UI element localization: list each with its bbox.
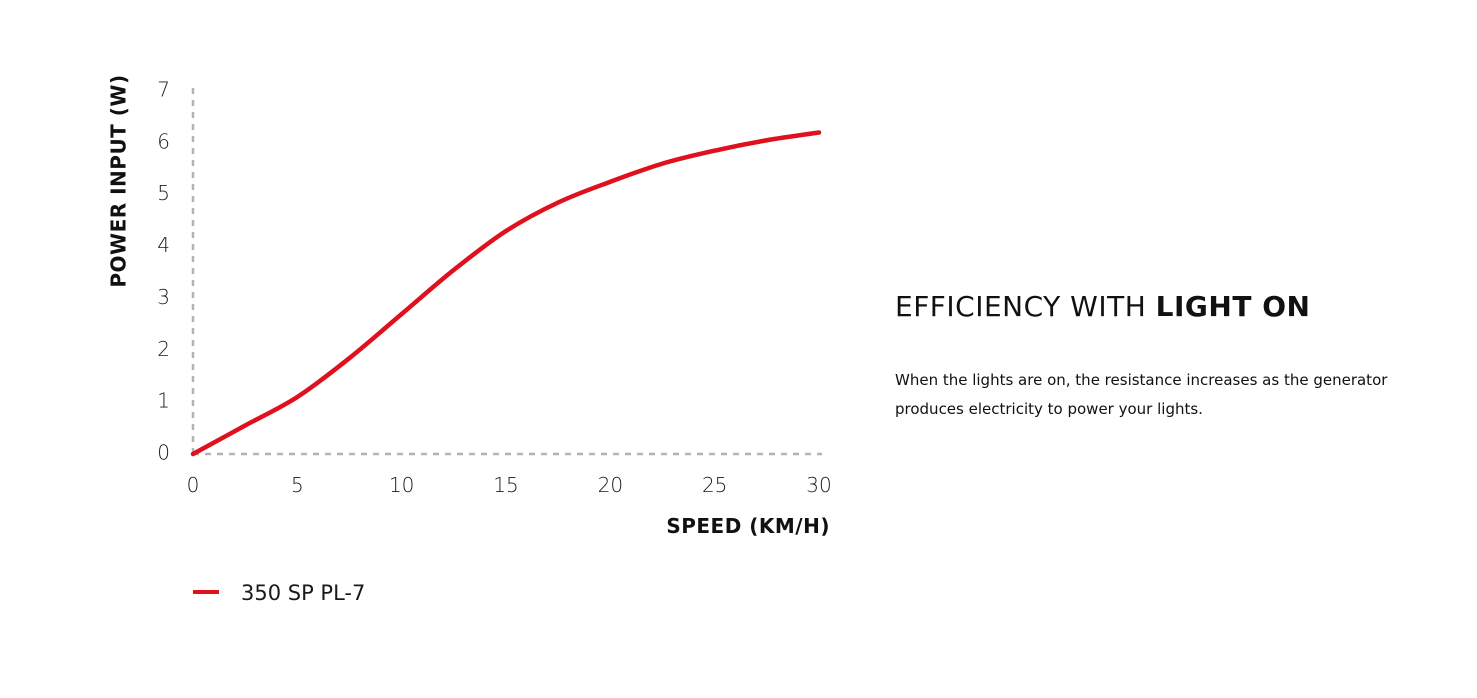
y-tick-label: 0 (157, 441, 170, 465)
info-panel: EFFICIENCY WITH LIGHT ON When the lights… (895, 288, 1415, 424)
x-tick-label: 15 (493, 473, 518, 497)
series-line (190, 130, 822, 457)
y-tick-label: 3 (157, 285, 170, 309)
info-heading: EFFICIENCY WITH LIGHT ON (895, 288, 1415, 326)
y-axis-title: POWER INPUT (W) (107, 74, 131, 287)
info-heading-bold: LIGHT ON (1155, 290, 1311, 323)
power-speed-chart: 0 1 2 3 4 5 6 7 0 5 10 15 20 25 30 POWER INPUT (W) SPE… (107, 74, 832, 605)
x-tick-label: 5 (291, 473, 304, 497)
x-tick-label: 25 (702, 473, 727, 497)
y-tick-label: 1 (157, 389, 170, 413)
y-tick-label: 5 (157, 181, 170, 205)
info-heading-regular: EFFICIENCY WITH (895, 290, 1156, 323)
x-tick-label: 10 (389, 473, 414, 497)
info-description: When the lights are on, the resistance i… (895, 371, 1388, 418)
tick-labels: 0 1 2 3 4 5 6 7 0 5 10 15 20 25 30 (157, 78, 831, 498)
x-tick-label: 30 (806, 473, 831, 497)
y-tick-label: 6 (157, 129, 170, 153)
x-axis-title: SPEED (KM/H) (666, 514, 830, 538)
y-tick-label: 7 (157, 78, 170, 102)
axes (191, 82, 822, 456)
legend-label: 350 SP PL-7 (241, 581, 365, 605)
series-layer (190, 130, 822, 457)
y-tick-label: 2 (157, 337, 170, 361)
x-tick-label: 0 (187, 473, 200, 497)
y-tick-label: 4 (157, 233, 170, 257)
x-tick-label: 20 (598, 473, 623, 497)
legend: 350 SP PL-7 (193, 581, 365, 605)
